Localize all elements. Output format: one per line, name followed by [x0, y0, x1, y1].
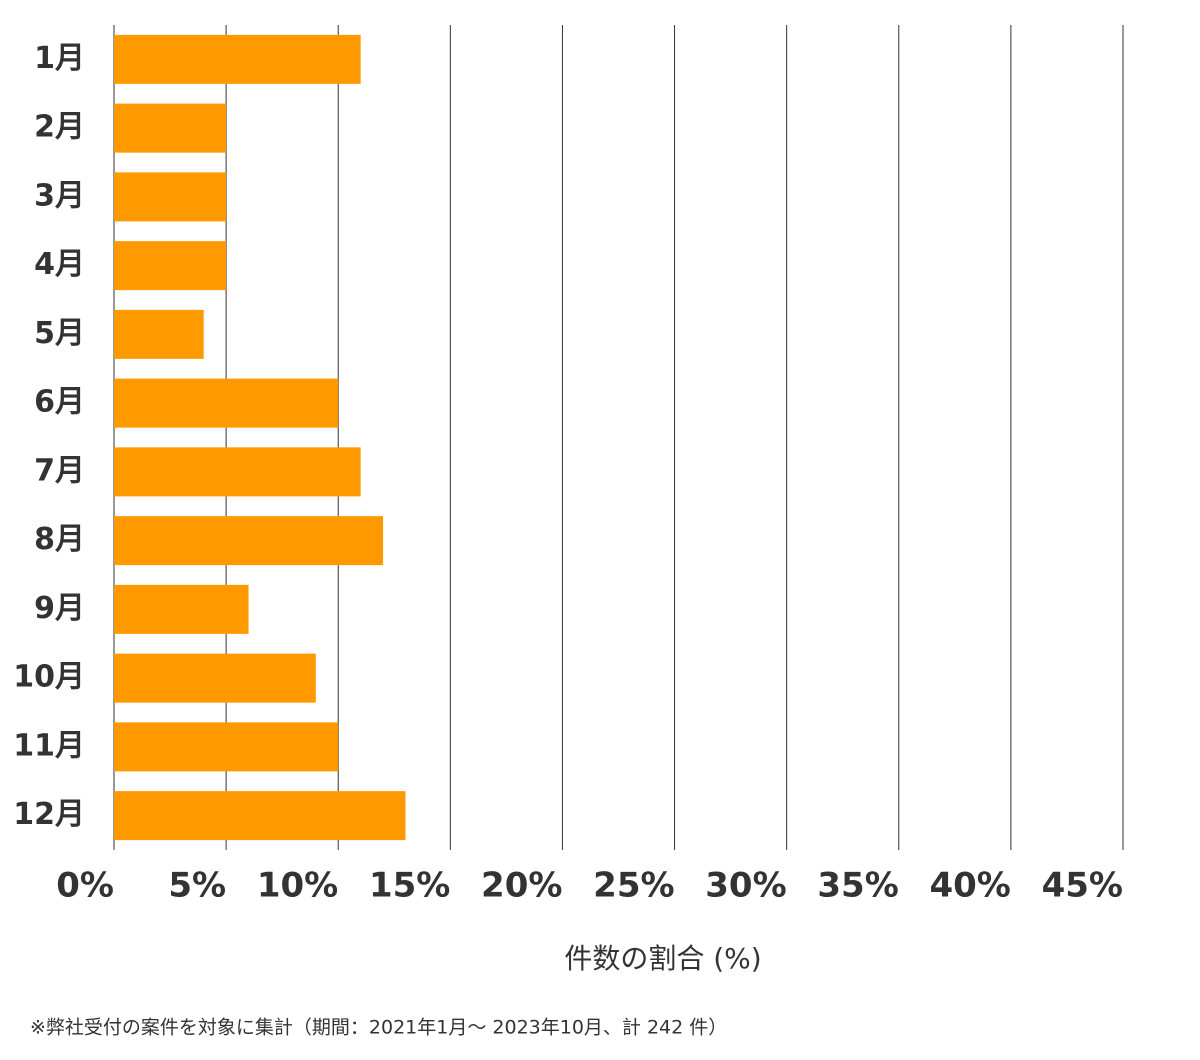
bar: [114, 791, 406, 841]
x-tick-label: 40%: [929, 866, 1010, 906]
bar: [114, 34, 361, 84]
y-tick-label: 5月: [34, 316, 85, 351]
x-tick-label: 35%: [817, 866, 898, 906]
bar: [114, 241, 227, 291]
x-tick-label: 10%: [257, 866, 338, 906]
x-tick-label: 20%: [481, 866, 562, 906]
y-tick-label: 12月: [13, 797, 85, 832]
y-tick-label: 2月: [34, 110, 85, 145]
y-tick-label: 1月: [34, 41, 85, 76]
bar: [114, 172, 227, 222]
y-tick-label: 10月: [13, 660, 85, 695]
bar: [114, 516, 384, 566]
y-tick-label: 3月: [34, 178, 85, 213]
y-tick-label: 6月: [34, 385, 85, 420]
x-tick-label: 30%: [705, 866, 786, 906]
bar: [114, 309, 204, 359]
x-tick-label: 0%: [56, 866, 114, 906]
footnote: ※弊社受付の案件を対象に集計（期間：2021年1月～ 2023年10月、計 24…: [30, 1017, 727, 1039]
bar: [114, 584, 249, 634]
x-tick-label: 5%: [168, 866, 226, 906]
y-tick-label: 9月: [34, 591, 85, 626]
y-tick-label: 11月: [13, 728, 85, 763]
bar: [114, 447, 361, 497]
x-tick-label: 15%: [369, 866, 450, 906]
x-tick-label: 25%: [593, 866, 674, 906]
y-tick-label: 4月: [34, 247, 85, 282]
bar: [114, 722, 339, 772]
y-tick-label: 7月: [34, 453, 85, 488]
x-tick-label: 45%: [1042, 866, 1123, 906]
bar: [114, 103, 227, 153]
bar: [114, 653, 316, 703]
y-tick-label: 8月: [34, 522, 85, 557]
x-axis-title: 件数の割合 (%): [564, 942, 761, 975]
bar: [114, 378, 339, 428]
